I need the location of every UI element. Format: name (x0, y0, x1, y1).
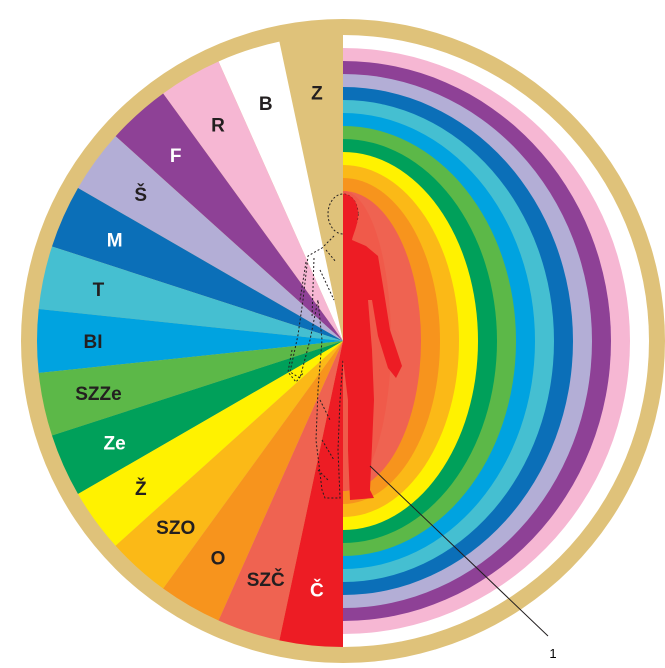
sector-13 (163, 341, 343, 621)
sector-7 (38, 246, 343, 341)
sector-10 (51, 341, 343, 494)
sector-14 (218, 341, 343, 641)
sector-label: Č (310, 580, 324, 602)
sector-4 (115, 93, 343, 341)
figure-silhouette (343, 194, 402, 500)
callout-number: 1 (549, 646, 556, 661)
sector-label: T (93, 280, 105, 301)
sector-labels: Z B R F Š M T BI SZZe Ze Ž SZO O SZČ Č (75, 83, 324, 601)
sector-15 (279, 341, 343, 647)
sector-label: SZČ (247, 569, 285, 591)
sector-label: M (107, 230, 123, 251)
sector-8 (37, 309, 343, 373)
sector-label: F (170, 146, 182, 167)
sector-9 (38, 341, 343, 436)
sector-label: Z (311, 83, 323, 104)
sector-label: B (259, 94, 273, 115)
sector-label: Š (134, 184, 147, 206)
sector-label: SZZe (75, 384, 121, 405)
sector-5 (77, 136, 343, 341)
sector-label: BI (84, 332, 103, 353)
sector-1 (279, 35, 343, 341)
human-figure (287, 193, 402, 500)
sector-label: Ze (104, 434, 126, 455)
left-sector-fan (37, 35, 343, 647)
sector-label: SZO (156, 518, 195, 539)
sector-label: O (211, 549, 226, 570)
sector-11 (77, 341, 343, 546)
sector-6 (51, 188, 343, 341)
sector-12 (115, 341, 343, 589)
callout-leader-line (369, 465, 549, 637)
sector-label: R (211, 115, 225, 136)
sector-3 (163, 61, 343, 342)
sector-2 (218, 41, 343, 342)
sector-label: Ž (135, 478, 147, 500)
